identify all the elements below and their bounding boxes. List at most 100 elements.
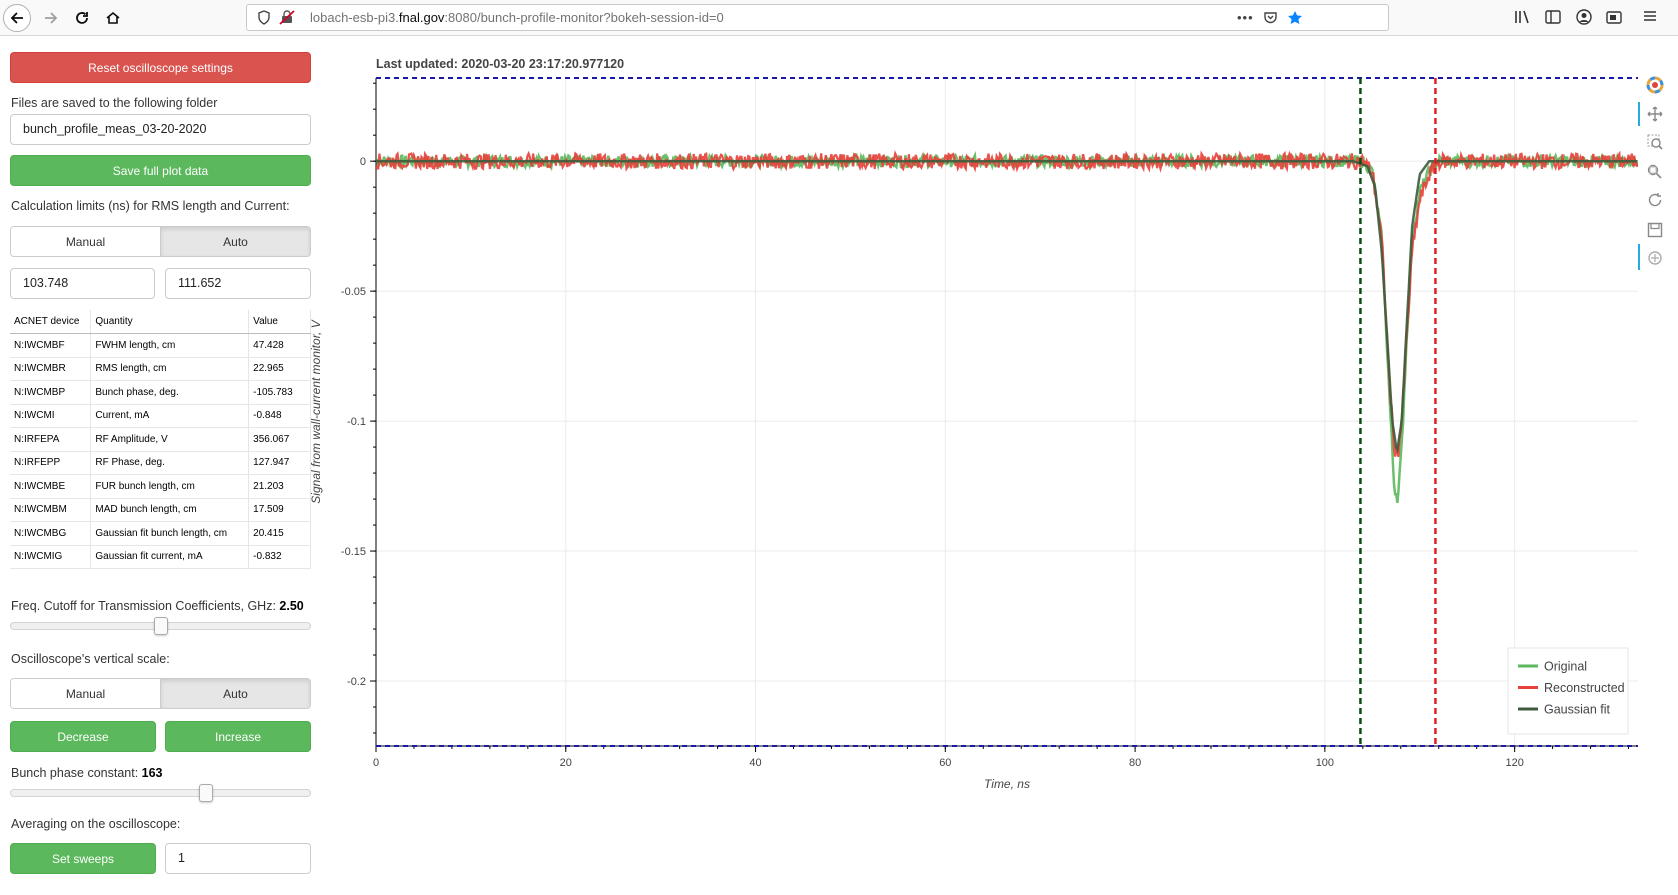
- quantity-cell: Bunch phase, deg.: [90, 380, 250, 405]
- freq-cutoff-text: Freq. Cutoff for Transmission Coefficien…: [11, 599, 280, 613]
- library-icon[interactable]: [1514, 9, 1532, 25]
- acnet-device-cell: N:IWCMBG: [10, 521, 92, 546]
- value-cell: -105.783: [248, 380, 311, 405]
- hover-icon[interactable]: [1647, 250, 1663, 266]
- reload-button[interactable]: [68, 4, 96, 32]
- header-acnet-device[interactable]: ACNET device: [10, 310, 92, 334]
- menu-icon[interactable]: [1642, 8, 1658, 28]
- calc-limits-manual-button[interactable]: Manual: [11, 227, 160, 256]
- url-host: fnal.gov: [398, 10, 445, 25]
- url-bar[interactable]: lobach-esb-pi3.fnal.gov:8080/bunch-profi…: [246, 4, 1389, 31]
- arrow-right-icon: [45, 12, 58, 24]
- value-cell: -0.832: [248, 545, 311, 569]
- acnet-device-cell: N:IWCMBR: [10, 357, 92, 381]
- account-icon[interactable]: [1576, 9, 1592, 25]
- phase-constant-slider[interactable]: [10, 789, 311, 797]
- reset-icon[interactable]: [1647, 192, 1663, 208]
- table-header-row: ACNET device Quantity Value: [10, 310, 311, 334]
- vertical-scale-toggle: Manual Auto: [10, 678, 311, 709]
- legend-box: [1507, 647, 1629, 735]
- home-button[interactable]: [99, 4, 127, 32]
- sidebar-icon[interactable]: [1545, 9, 1561, 25]
- save-icon[interactable]: [1647, 222, 1663, 238]
- vertical-scale-label: Oscilloscope's vertical scale:: [11, 652, 170, 666]
- folder-label: Files are saved to the following folder: [11, 96, 218, 110]
- pan-icon[interactable]: [1647, 106, 1663, 122]
- table-row: N:IWCMI Current, mA -0.848: [10, 404, 311, 428]
- home-icon: [106, 11, 120, 24]
- value-cell: 127.947: [248, 451, 311, 475]
- y-tick-label: 0: [360, 156, 366, 168]
- last-updated-title: Last updated: 2020-03-20 23:17:20.977120: [376, 57, 625, 71]
- pan-active-marker: [1638, 102, 1640, 126]
- table-row: N:IWCMBM MAD bunch length, cm 17.509: [10, 498, 311, 522]
- y-tick-label: -0.1: [347, 416, 366, 428]
- forward-button[interactable]: [37, 4, 65, 32]
- x-tick-label: 120: [1505, 757, 1523, 769]
- series-group: [376, 150, 1638, 503]
- wheel-zoom-icon[interactable]: [1647, 164, 1663, 180]
- acnet-device-cell: N:IRFEPP: [10, 451, 92, 475]
- increase-button[interactable]: Increase: [165, 721, 311, 752]
- calc-limits-auto-button[interactable]: Auto: [160, 227, 310, 256]
- quantity-cell: Gaussian fit bunch length, cm: [90, 521, 250, 546]
- signal-plot[interactable]: 0 20 40 60 80 100 120 0 -0.05 -0.1 -0.15 -0.2 Time, …: [310, 70, 1640, 830]
- bookmark-star-icon[interactable]: [1287, 10, 1303, 25]
- legend-label: Reconstructed: [1544, 681, 1625, 695]
- reset-oscilloscope-button[interactable]: Reset oscilloscope settings: [10, 52, 311, 83]
- vertical-scale-auto-button[interactable]: Auto: [160, 679, 310, 708]
- shield-icon[interactable]: [257, 10, 271, 25]
- plot-area: [376, 78, 1638, 746]
- value-cell: 356.067: [248, 427, 311, 452]
- limit-low-input[interactable]: 103.748: [10, 268, 155, 299]
- y-tick-label: -0.2: [347, 676, 366, 688]
- folder-input[interactable]: bunch_profile_meas_03-20-2020: [10, 114, 311, 145]
- phase-constant-label: Bunch phase constant: 163: [11, 766, 163, 780]
- averaging-label: Averaging on the oscilloscope:: [11, 817, 181, 831]
- freq-cutoff-slider-handle[interactable]: [153, 617, 168, 635]
- set-sweeps-button[interactable]: Set sweeps: [10, 843, 156, 874]
- acnet-device-cell: N:IWCMBF: [10, 333, 92, 358]
- x-tick-label: 80: [1129, 757, 1141, 769]
- back-button[interactable]: [3, 4, 31, 32]
- pocket-icon[interactable]: [1263, 10, 1278, 25]
- table-row: N:IWCMBF FWHM length, cm 47.428: [10, 333, 311, 358]
- url-text[interactable]: lobach-esb-pi3.fnal.gov:8080/bunch-profi…: [310, 5, 724, 30]
- header-value[interactable]: Value: [248, 310, 311, 334]
- x-tick-label: 0: [373, 757, 379, 769]
- phase-constant-text: Bunch phase constant:: [11, 766, 142, 780]
- sweeps-input[interactable]: 1: [165, 843, 311, 874]
- table-row: N:IRFEPP RF Phase, deg. 127.947: [10, 451, 311, 475]
- box-zoom-icon[interactable]: [1647, 134, 1663, 150]
- vertical-scale-manual-button[interactable]: Manual: [11, 679, 160, 708]
- acnet-table: ACNET device Quantity Value N:IWCMBF FWHM…: [10, 310, 311, 569]
- reload-icon: [76, 12, 88, 24]
- table-row: N:IWCMBG Gaussian fit bunch length, cm 20.…: [10, 521, 311, 546]
- freq-cutoff-value: 2.50: [279, 599, 304, 613]
- header-quantity[interactable]: Quantity: [90, 310, 250, 334]
- table-row: N:IWCMIG Gaussian fit current, mA -0.832: [10, 545, 311, 569]
- acnet-device-cell: N:IWCMIG: [10, 545, 92, 569]
- x-tick-label: 20: [560, 757, 572, 769]
- x-tick-label: 100: [1316, 757, 1334, 769]
- quantity-cell: Current, mA: [90, 404, 250, 428]
- phase-constant-value: 163: [141, 766, 163, 780]
- acnet-device-cell: N:IWCMBM: [10, 498, 92, 522]
- hover-active-marker: [1638, 244, 1640, 270]
- save-plot-data-button[interactable]: Save full plot data: [10, 155, 311, 186]
- screenshot-icon[interactable]: [1606, 9, 1622, 25]
- phase-constant-slider-handle[interactable]: [199, 784, 214, 802]
- page-actions-icon[interactable]: •••: [1237, 10, 1254, 25]
- acnet-device-cell: N:IWCMBP: [10, 380, 92, 405]
- table-row: N:IWCMBP Bunch phase, deg. -105.783: [10, 380, 311, 405]
- value-cell: 47.428: [248, 333, 311, 358]
- table-row: N:IWCMBR RMS length, cm 22.965: [10, 357, 311, 381]
- x-tick-label: 60: [939, 757, 951, 769]
- decrease-button[interactable]: Decrease: [10, 721, 156, 752]
- limit-high-input[interactable]: 111.652: [165, 268, 311, 299]
- y-tick-label: -0.15: [341, 546, 366, 558]
- bokeh-logo-icon[interactable]: [1645, 75, 1665, 95]
- insecure-lock-icon[interactable]: [279, 10, 295, 25]
- freq-cutoff-label: Freq. Cutoff for Transmission Coefficien…: [11, 599, 304, 613]
- table-row: N:IRFEPA RF Amplitude, V 356.067: [10, 427, 311, 452]
